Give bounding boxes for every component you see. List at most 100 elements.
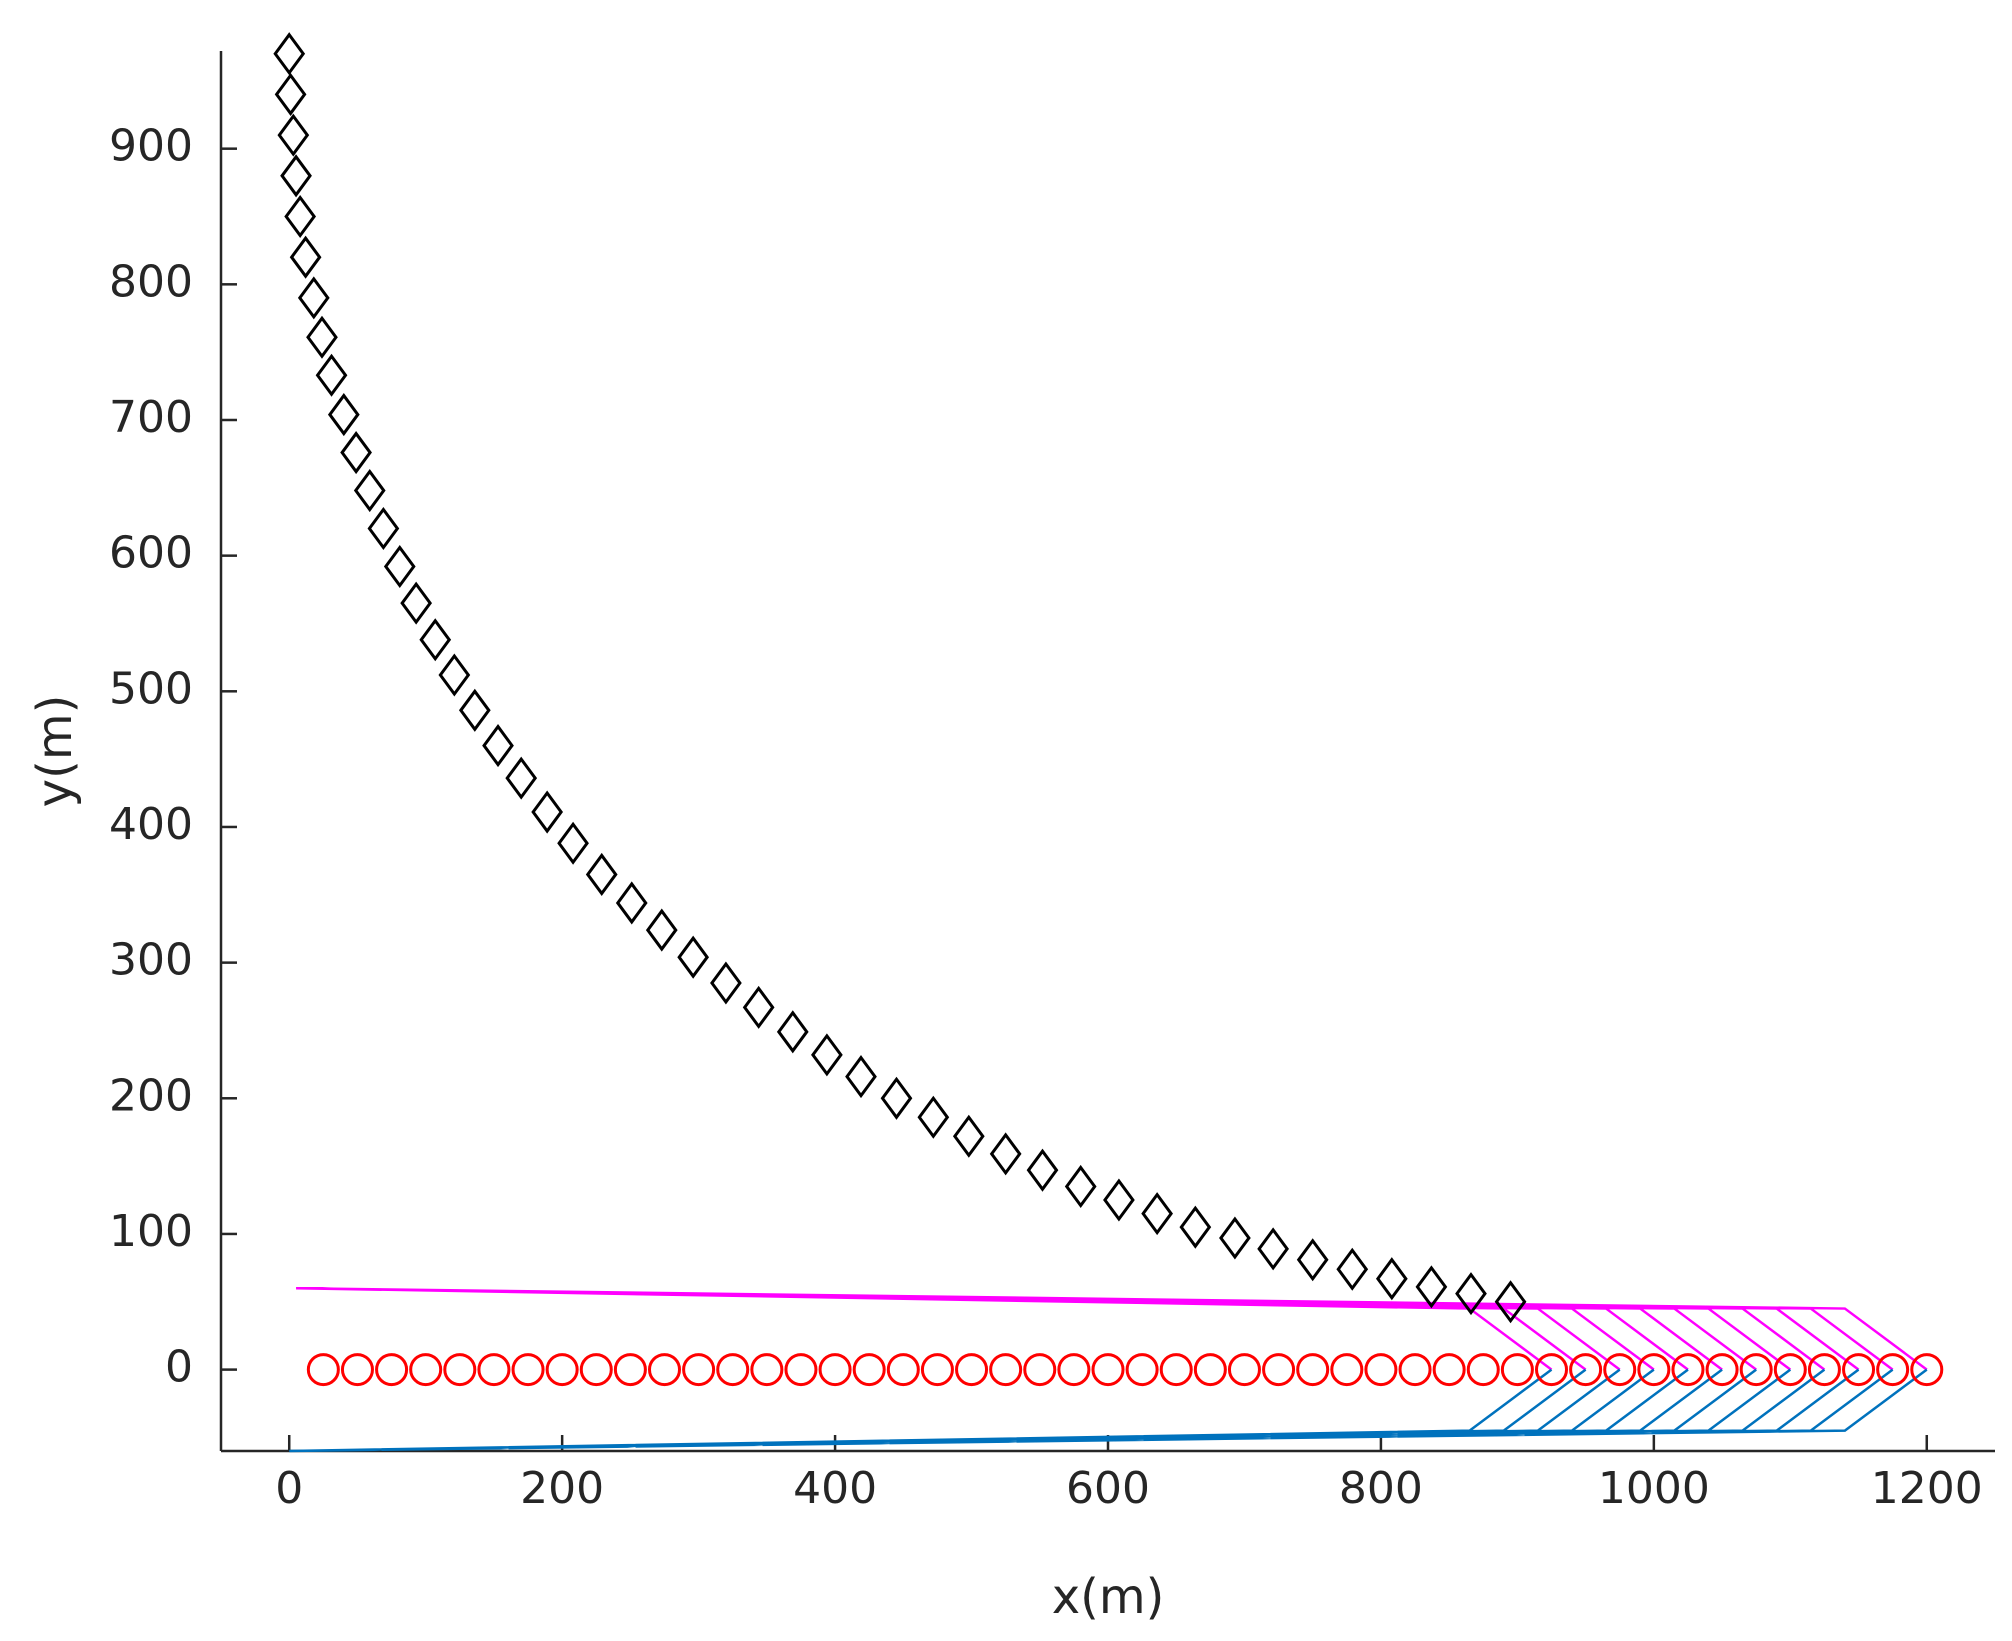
circle-marker (477, 1353, 511, 1387)
diamond-marker (585, 852, 618, 896)
circle-marker (1671, 1353, 1705, 1387)
circle-marker (340, 1353, 374, 1387)
diamond-marker (531, 790, 564, 834)
diamond-marker (742, 985, 775, 1029)
diamond-marker (419, 618, 452, 662)
diamond-marker (1141, 1192, 1173, 1236)
circle-marker (1637, 1353, 1671, 1387)
diamond-marker (776, 1010, 809, 1054)
circle-marker (1023, 1353, 1057, 1387)
circle-marker (648, 1353, 681, 1387)
circle-marker (1159, 1353, 1193, 1387)
diamond-marker (710, 961, 742, 1005)
y-tick-label: 0 (165, 1342, 193, 1393)
circle-marker (1500, 1353, 1534, 1387)
diamond-marker (315, 353, 348, 397)
diamond-marker (1336, 1247, 1369, 1291)
circle-marker (1432, 1353, 1466, 1387)
diamond-marker (811, 1033, 843, 1077)
circle-marker (716, 1353, 750, 1387)
diamond-marker (557, 821, 589, 865)
circle-marker (852, 1353, 886, 1387)
diamond-marker (1375, 1257, 1408, 1301)
circle-marker (1364, 1353, 1398, 1387)
diamond-marker (952, 1114, 985, 1158)
y-tick-label: 800 (109, 256, 193, 307)
circle-marker (1807, 1353, 1841, 1387)
diamond-marker (880, 1076, 913, 1120)
diamond-marker (1257, 1227, 1289, 1271)
circle-marker (1262, 1353, 1296, 1387)
x-tick-label: 1000 (1598, 1463, 1710, 1514)
diamond-marker (1455, 1272, 1487, 1316)
circle-marker (511, 1353, 545, 1387)
circle-marker (1057, 1353, 1091, 1387)
diamond-marker (277, 113, 310, 157)
diamond-marker (1296, 1238, 1329, 1282)
circle-marker (579, 1353, 613, 1387)
circle-marker (818, 1353, 852, 1387)
circle-marker (1466, 1353, 1500, 1387)
x-axis-label: x(m) (1052, 1569, 1165, 1625)
diamond-marker (1415, 1265, 1448, 1309)
x-tick-label: 0 (275, 1463, 303, 1514)
y-axis-label: y(m) (27, 695, 83, 808)
x-tick-label: 800 (1339, 1463, 1423, 1514)
circle-marker (1705, 1353, 1739, 1387)
circle-marker (375, 1353, 409, 1387)
diamond-marker (505, 756, 538, 800)
circle-marker (1296, 1353, 1330, 1387)
diamond-marker (1179, 1205, 1212, 1249)
diamond-marker (383, 544, 416, 589)
y-tick-label: 700 (109, 392, 193, 443)
diamond-marker (1494, 1280, 1527, 1324)
diamond-marker (353, 469, 386, 513)
diamond-marker (845, 1055, 877, 1099)
y-tick-label: 400 (109, 799, 193, 850)
diamond-marker (1219, 1216, 1251, 1260)
circle-marker (682, 1353, 716, 1387)
y-tick-label: 200 (109, 1070, 193, 1121)
diamond-marker (1026, 1148, 1059, 1192)
diamond-marker (1103, 1178, 1135, 1222)
circle-marker (545, 1353, 579, 1387)
diamond-marker (274, 72, 307, 116)
diamond-marker (677, 935, 710, 979)
circle-marker (1330, 1353, 1364, 1387)
circle-marker (1842, 1353, 1876, 1387)
diamond-marker (917, 1095, 950, 1139)
y-tick-label: 900 (109, 121, 193, 172)
diamond-marker (989, 1132, 1022, 1176)
circle-marker (1227, 1353, 1261, 1387)
circle-marker (1535, 1353, 1568, 1387)
diamond-marker (297, 276, 330, 320)
diamond-marker (615, 881, 648, 925)
diamond-marker (400, 581, 433, 625)
diamond-marker (289, 235, 322, 279)
circle-marker (1125, 1353, 1159, 1387)
diamond-marker (645, 908, 678, 952)
circle-marker (1398, 1353, 1432, 1387)
circle-marker (1569, 1353, 1603, 1387)
circle-marker (1603, 1353, 1637, 1387)
x-tick-label: 600 (1066, 1463, 1150, 1514)
circle-marker (920, 1353, 954, 1387)
diamond-marker (306, 315, 338, 359)
diamond-marker (273, 32, 306, 76)
circle-marker (1739, 1353, 1773, 1387)
circle-marker (750, 1353, 784, 1387)
diamond-marker (284, 194, 317, 239)
diamond-marker (340, 431, 372, 475)
y-tick-label: 600 (109, 528, 193, 579)
diamond-marker (1064, 1164, 1097, 1208)
circle-marker (886, 1353, 920, 1387)
y-tick-label: 300 (109, 935, 193, 986)
circle-marker (784, 1353, 818, 1387)
circle-marker (955, 1353, 989, 1387)
diamond-marker (458, 688, 491, 732)
circle-marker (409, 1353, 443, 1387)
circle-marker (1193, 1353, 1227, 1387)
circle-marker (989, 1353, 1023, 1387)
circle-marker (306, 1353, 340, 1387)
